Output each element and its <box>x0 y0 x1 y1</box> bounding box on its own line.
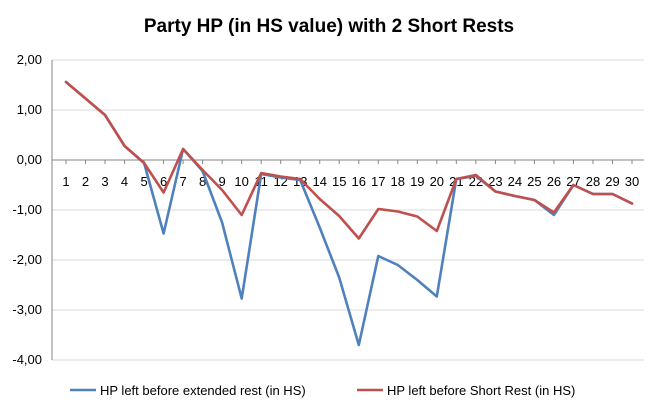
y-tick-labels: 2,00 1,00 0,00 -1,00 -2,00 -3,00 -4,00 <box>12 52 42 367</box>
series-line-2 <box>64 80 634 240</box>
x-tick-label: 8 <box>199 174 206 189</box>
legend-label-2: HP left before Short Rest (in HS) <box>387 383 575 398</box>
x-tick-label: 16 <box>352 174 366 189</box>
legend-label-1: HP left before extended rest (in HS) <box>100 383 306 398</box>
x-tick-label: 5 <box>140 174 147 189</box>
x-tick-label: 2 <box>82 174 89 189</box>
x-tick-label: 7 <box>179 174 186 189</box>
series-line-1 <box>64 80 634 347</box>
x-tick-label: 23 <box>488 174 502 189</box>
y-tick-label: -2,00 <box>12 252 42 267</box>
x-tick-label: 30 <box>625 174 639 189</box>
y-tick-label: 2,00 <box>17 52 42 67</box>
y-tick-label: -1,00 <box>12 202 42 217</box>
y-tick-label: -4,00 <box>12 352 42 367</box>
x-tick-label: 10 <box>234 174 248 189</box>
x-tick-label: 26 <box>547 174 561 189</box>
legend: HP left before extended rest (in HS) HP l… <box>70 383 575 398</box>
series-lines <box>64 80 634 347</box>
x-tick-label: 27 <box>566 174 580 189</box>
y-tick-label: -3,00 <box>12 302 42 317</box>
x-tick-label: 1 <box>62 174 69 189</box>
x-tick-label: 14 <box>312 174 326 189</box>
y-tick-label: 0,00 <box>17 152 42 167</box>
chart-title: Party HP (in HS value) with 2 Short Rest… <box>144 16 514 37</box>
x-tick-label: 9 <box>219 174 226 189</box>
x-tick-label: 15 <box>332 174 346 189</box>
x-tick-label: 28 <box>586 174 600 189</box>
x-tick-label: 20 <box>430 174 444 189</box>
x-tick-label: 3 <box>101 174 108 189</box>
x-tick-label: 24 <box>508 174 522 189</box>
x-tick-label: 29 <box>605 174 619 189</box>
x-tick-label: 6 <box>160 174 167 189</box>
x-tick-label: 19 <box>410 174 424 189</box>
x-tick-label: 25 <box>527 174 541 189</box>
x-tick-label: 17 <box>371 174 385 189</box>
y-tick-label: 1,00 <box>17 102 42 117</box>
x-tick-label: 4 <box>121 174 128 189</box>
x-tick-label: 18 <box>391 174 405 189</box>
